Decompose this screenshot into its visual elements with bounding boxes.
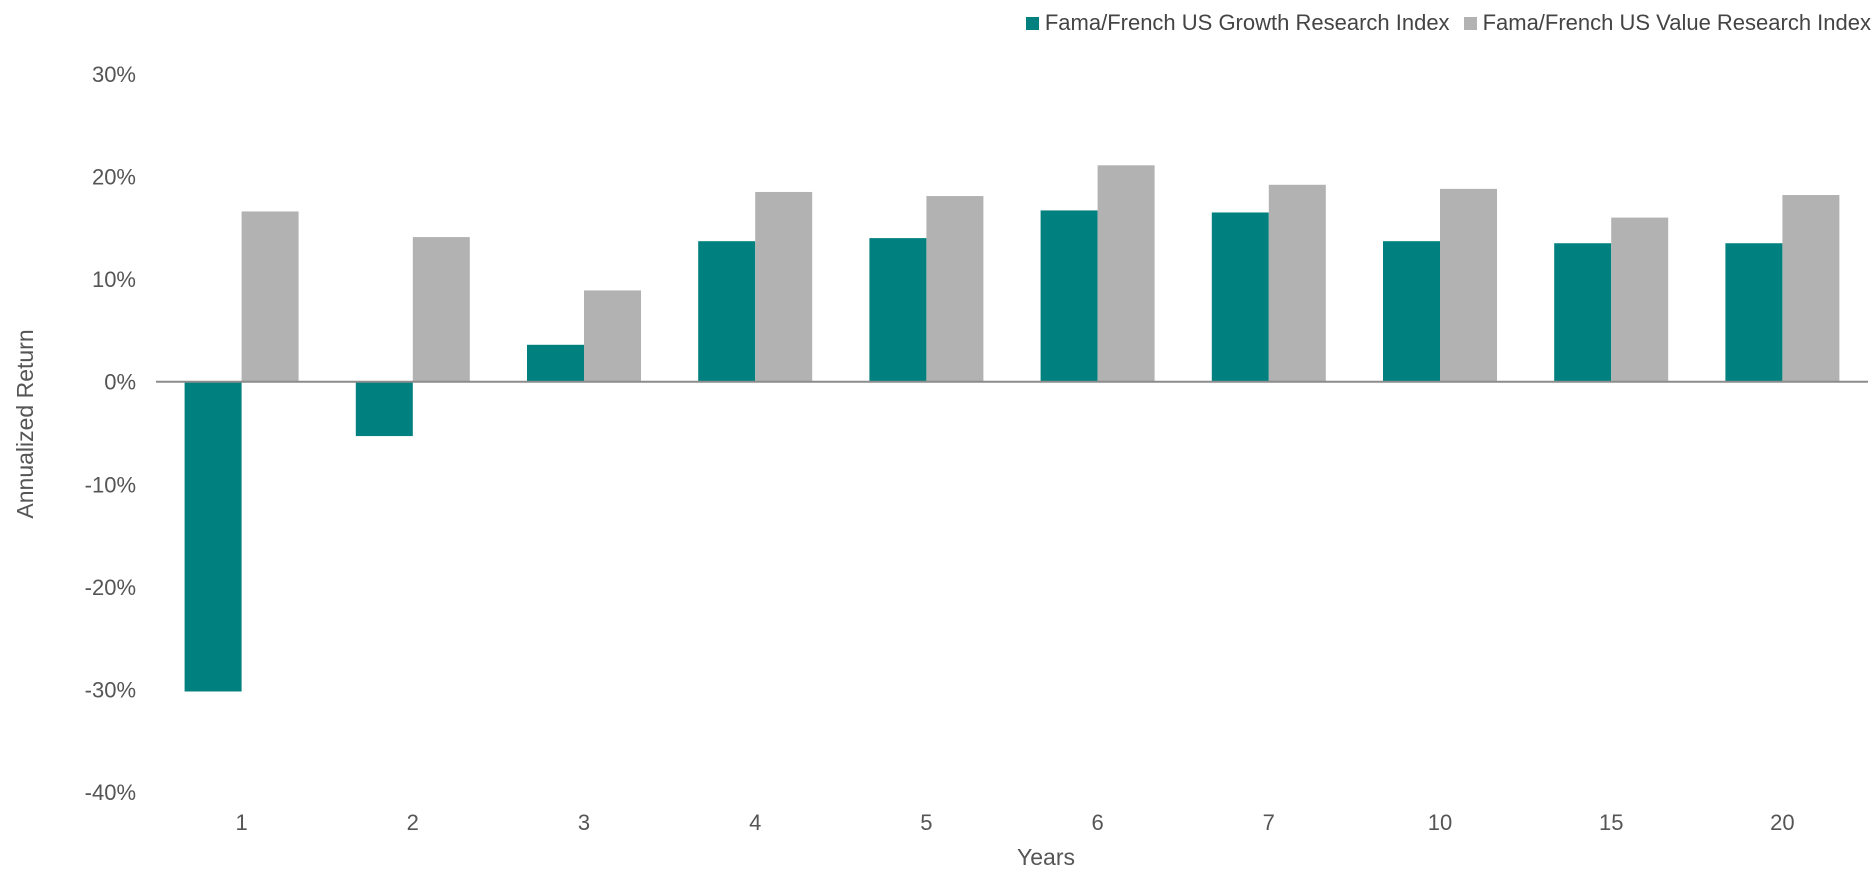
legend-label-value: Fama/French US Value Research Index xyxy=(1482,10,1871,35)
legend-label-growth: Fama/French US Growth Research Index xyxy=(1044,10,1450,35)
y-tick-label: 30% xyxy=(92,62,136,87)
bar-value xyxy=(1782,195,1840,382)
x-tick-label: 20 xyxy=(1770,810,1794,835)
legend-item-value: Fama/French US Value Research Index xyxy=(1463,10,1871,36)
y-tick-label: 0% xyxy=(104,370,136,395)
bar-value xyxy=(1440,188,1497,382)
legend-swatch-value xyxy=(1463,16,1477,30)
bar-growth xyxy=(1725,243,1783,382)
y-tick-label: -10% xyxy=(85,472,136,497)
y-axis-ticks: 30% 20% 10% 0% -10% -20% -30% -40% xyxy=(85,62,136,805)
bar-growth xyxy=(184,381,242,692)
y-tick-label: -40% xyxy=(85,780,136,805)
x-tick-label: 10 xyxy=(1428,810,1452,835)
bar-growth xyxy=(355,381,413,437)
x-tick-label: 1 xyxy=(235,810,247,835)
y-tick-label: -20% xyxy=(85,575,136,600)
y-tick-label: 20% xyxy=(92,165,136,190)
x-tick-label: 15 xyxy=(1599,810,1623,835)
x-tick-label: 7 xyxy=(1263,810,1275,835)
bar-growth xyxy=(527,344,584,382)
bar-growth xyxy=(698,241,756,382)
legend-swatch-growth xyxy=(1025,16,1039,30)
legend: Fama/French US Growth Research Index Fam… xyxy=(1012,10,1871,36)
x-tick-label: 6 xyxy=(1091,810,1103,835)
y-tick-label: 10% xyxy=(92,267,136,292)
x-tick-label: 5 xyxy=(920,810,932,835)
x-tick-label: 4 xyxy=(749,810,761,835)
bar-value xyxy=(926,196,984,382)
bar-value xyxy=(412,237,470,382)
y-axis-label: Annualized Return xyxy=(12,329,38,518)
x-tick-label: 2 xyxy=(407,810,419,835)
y-tick-label: -30% xyxy=(85,677,136,702)
bar-value xyxy=(1611,217,1669,382)
bar-value xyxy=(755,191,813,382)
x-axis-ticks: 1 2 3 4 5 6 7 10 15 20 xyxy=(235,810,1794,835)
x-tick-label: 3 xyxy=(578,810,590,835)
x-axis-label: Years xyxy=(1017,844,1075,870)
bar-growth xyxy=(869,238,927,382)
bar-growth xyxy=(1211,212,1269,382)
bar-growth xyxy=(1554,243,1612,382)
bar-value xyxy=(584,290,641,382)
bar-value xyxy=(1268,184,1326,382)
legend-item-growth: Fama/French US Growth Research Index xyxy=(1025,10,1450,36)
bar-growth xyxy=(1040,210,1098,382)
bar-growth xyxy=(1383,241,1440,382)
bar-value xyxy=(1097,165,1155,382)
bars xyxy=(184,165,1840,692)
bar-value xyxy=(241,211,299,382)
